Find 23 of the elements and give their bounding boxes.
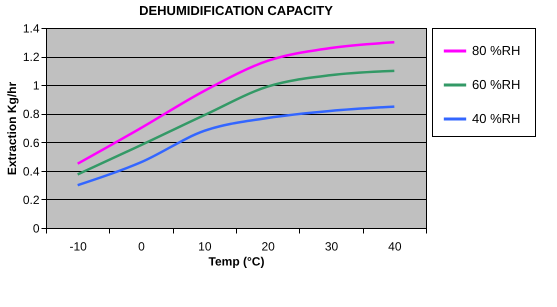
y-tick-label: 0.8 (22, 107, 40, 122)
x-tick-label: 30 (324, 240, 338, 254)
y-tick-label: 0.2 (22, 192, 40, 207)
x-tick-label: -10 (69, 240, 88, 254)
legend-label: 80 %RH (472, 43, 520, 58)
legend-label: 60 %RH (472, 77, 520, 92)
x-tick-label: 40 (388, 240, 402, 254)
y-tick-label: 0 (32, 222, 40, 236)
y-tick-label: 1 (32, 78, 40, 93)
x-tick-label: 10 (198, 240, 212, 254)
y-tick-label: 1.2 (22, 50, 40, 64)
line-series (76, 105, 396, 186)
line-series (76, 41, 396, 165)
y-tick-label: 0.6 (22, 136, 40, 150)
chart-title: DEHUMIDIFICATION CAPACITY (139, 3, 334, 18)
x-tick-label: 0 (138, 240, 146, 254)
line-series (76, 70, 396, 176)
y-tick-label: 0.4 (22, 164, 40, 178)
legend-label: 40 %RH (472, 111, 520, 126)
x-tick-label: 20 (261, 240, 276, 254)
x-axis-title: Temp (°C) (208, 254, 264, 268)
y-tick-label: 1.4 (22, 22, 40, 36)
y-axis-title: Extraction Kg/hr (4, 82, 19, 176)
